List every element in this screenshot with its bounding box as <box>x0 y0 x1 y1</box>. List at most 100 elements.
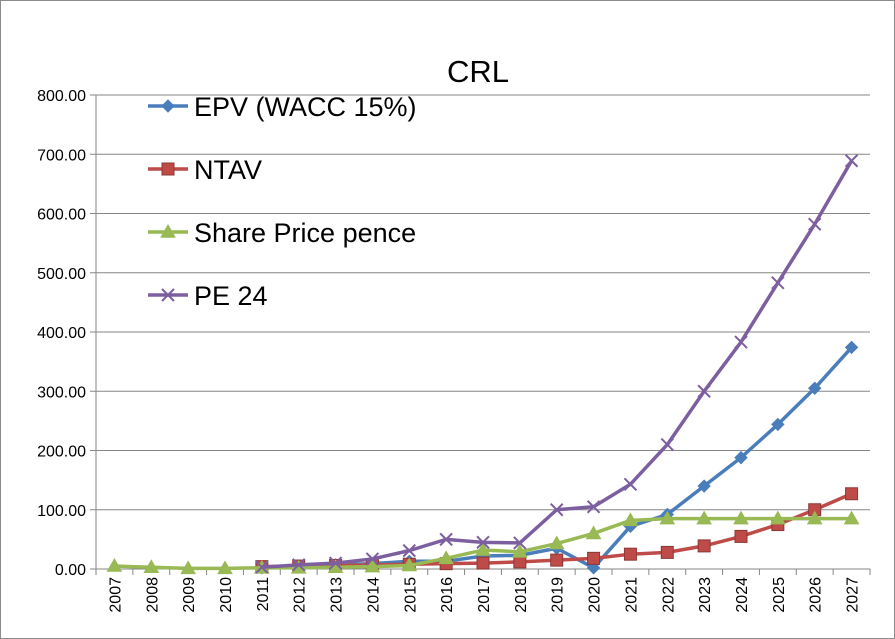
data-point <box>697 384 711 398</box>
data-point <box>548 535 565 550</box>
data-point <box>161 162 175 176</box>
data-point <box>587 551 601 565</box>
legend-label: NTAV <box>194 155 262 185</box>
data-point <box>660 545 674 559</box>
data-point <box>844 340 859 355</box>
series-2 <box>255 487 859 574</box>
data-point <box>161 99 175 113</box>
data-point <box>401 557 418 572</box>
data-point <box>844 154 859 168</box>
y-tick-label: 200.00 <box>37 444 86 461</box>
data-point <box>845 487 859 501</box>
x-tick-label: 2022 <box>660 577 677 613</box>
series-4 <box>255 154 859 574</box>
data-point <box>734 450 748 465</box>
data-point <box>328 556 343 570</box>
data-point <box>806 510 823 525</box>
x-tick-label: 2025 <box>771 577 788 613</box>
data-point <box>659 510 676 525</box>
y-tick-label: 100.00 <box>37 503 86 520</box>
data-point <box>513 555 527 569</box>
data-point <box>292 558 306 572</box>
data-point <box>660 437 674 452</box>
chart-title: CRL <box>447 54 509 89</box>
y-tick-label: 400.00 <box>37 325 86 342</box>
data-point <box>808 217 822 231</box>
y-tick-label: 0.00 <box>55 562 86 579</box>
y-axis-tick-labels: 0.00 100.00 200.00 300.00 400.00 500.00 600.00… <box>37 88 86 579</box>
x-tick-label: 2023 <box>697 577 714 613</box>
data-point <box>622 512 639 527</box>
series-3 <box>106 510 860 575</box>
data-point <box>771 276 785 290</box>
data-point <box>180 560 197 575</box>
data-point <box>438 550 455 565</box>
x-tick-label: 2021 <box>623 577 640 613</box>
y-tick-label: 300.00 <box>37 384 86 401</box>
data-point <box>476 535 490 550</box>
data-point <box>476 556 490 570</box>
data-point <box>733 510 749 525</box>
x-tick-label: 2012 <box>292 577 309 613</box>
data-point <box>697 539 711 553</box>
legend-entry: NTAV <box>148 155 262 185</box>
legend-entry: EPV (WACC 15%) <box>148 92 417 122</box>
x-tick-label: 2011 <box>255 577 272 612</box>
data-point <box>439 532 453 547</box>
data-point <box>585 525 602 540</box>
gridlines <box>96 94 870 511</box>
data-point <box>697 479 711 493</box>
data-point <box>734 335 748 349</box>
x-tick-label: 2007 <box>107 577 124 613</box>
x-axis-tick-labels: 2007 2008 2009 2010 2011 2012 2013 2014 2015 2016… <box>107 577 861 613</box>
series-group <box>106 154 860 575</box>
data-point <box>161 288 175 302</box>
x-tick-label: 2013 <box>329 577 346 613</box>
data-point <box>696 510 713 525</box>
x-tick-label: 2016 <box>439 577 456 613</box>
data-point <box>217 560 233 575</box>
data-point <box>402 543 416 558</box>
x-tick-label: 2009 <box>181 577 198 613</box>
legend-label: PE 24 <box>194 281 268 311</box>
legend-label: Share Price pence <box>194 218 416 248</box>
data-point <box>511 543 528 558</box>
legend-label: EPV (WACC 15%) <box>194 92 417 122</box>
x-tick-label: 2027 <box>845 577 862 613</box>
y-tick-label: 700.00 <box>37 147 86 164</box>
y-tick-label: 600.00 <box>37 207 86 224</box>
data-point <box>771 417 785 432</box>
data-point <box>734 529 748 543</box>
x-tick-label: 2018 <box>513 577 530 613</box>
x-tick-label: 2014 <box>365 577 382 613</box>
x-tick-label: 2017 <box>476 577 493 613</box>
x-tick-label: 2024 <box>734 577 751 613</box>
data-point <box>364 558 381 573</box>
data-point <box>808 381 822 395</box>
x-tick-label: 2020 <box>587 577 604 613</box>
data-point <box>623 477 638 491</box>
y-tick-label: 800.00 <box>37 88 86 105</box>
data-point <box>143 559 160 573</box>
data-point <box>769 510 786 525</box>
data-point <box>475 542 491 556</box>
data-point <box>550 503 564 517</box>
data-point <box>106 558 123 572</box>
legend: EPV (WACC 15%) NTAV Share Price pence PE 24 <box>148 92 417 311</box>
data-point <box>623 547 637 561</box>
data-point <box>255 560 269 574</box>
data-point <box>513 536 527 550</box>
data-point <box>586 500 601 514</box>
y-tick-label: 500.00 <box>37 266 86 283</box>
x-tick-label: 2008 <box>144 577 161 613</box>
x-tick-label: 2019 <box>550 577 567 613</box>
x-tick-label: 2010 <box>218 577 235 613</box>
x-tick-label: 2015 <box>402 577 419 613</box>
legend-entry: PE 24 <box>148 281 268 311</box>
data-point <box>550 553 564 567</box>
data-point <box>843 510 860 525</box>
series-line <box>261 346 853 570</box>
x-tick-label: 2026 <box>808 577 825 613</box>
data-point <box>160 223 176 238</box>
